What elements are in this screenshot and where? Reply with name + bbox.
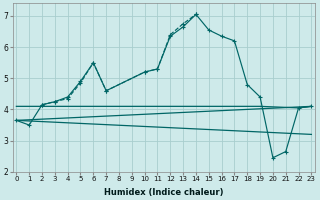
X-axis label: Humidex (Indice chaleur): Humidex (Indice chaleur) bbox=[104, 188, 224, 197]
